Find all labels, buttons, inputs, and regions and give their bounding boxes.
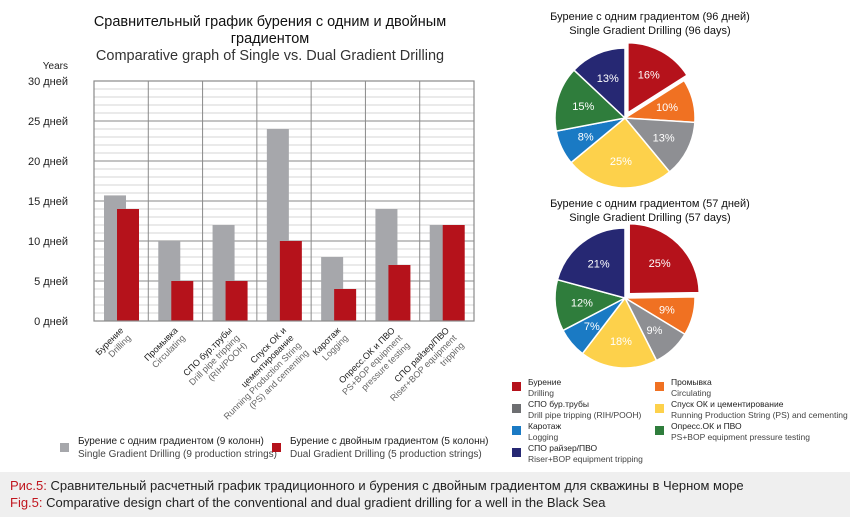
bar-dual-gradient	[279, 241, 302, 321]
caption-ru-label: Рис.5:	[10, 478, 47, 493]
pie-slice-label: 13%	[597, 73, 619, 85]
pie-slice-label: 25%	[649, 258, 671, 270]
bar-dual-gradient	[171, 281, 194, 321]
pie-legend-swatch	[512, 448, 521, 457]
bar-dual-gradient	[117, 209, 139, 321]
caption-ru: Рис.5: Сравнительный расчетный график тр…	[10, 478, 744, 493]
pie-legend-swatch	[512, 404, 521, 413]
legend-swatch-single	[60, 443, 69, 452]
y-tick-label: 25 дней	[28, 116, 68, 128]
pie-legend-ru: Промывка	[671, 377, 712, 387]
bar-chart: 0 дней 5 дней 10 дней 15 дней 20 дней 25 дней…	[28, 61, 475, 422]
pie-slice-label: 13%	[653, 133, 675, 145]
pie1-title-block: Бурение с одним градиентом (96 дней) Sin…	[500, 10, 800, 38]
y-tick-label: 20 дней	[28, 156, 68, 168]
pie-legend-swatch	[655, 426, 664, 435]
y-tick-label: 10 дней	[28, 236, 68, 248]
y-axis-label: Years	[43, 61, 68, 72]
pie1-subtitle: Single Gradient Drilling (96 days)	[569, 25, 731, 37]
pie-legend-en: Drilling	[528, 387, 554, 398]
pie-slice-label: 9%	[647, 325, 663, 337]
pie-slice-label: 8%	[578, 131, 594, 143]
pie-legend-swatch	[512, 426, 521, 435]
bar-dual-gradient	[388, 265, 411, 321]
caption-en-text: Comparative design chart of the conventi…	[42, 495, 606, 510]
pie-slice-label: 21%	[588, 259, 610, 271]
pie-slice-running-ps	[581, 296, 658, 369]
pie-chart-96-days: 16% 10% 13% 25% 8% 15% 13%	[554, 41, 696, 189]
pie2-title-block: Бурение с одним градиентом (57 дней) Sin…	[500, 197, 800, 225]
pie-slice-drilling	[628, 222, 700, 295]
chart-title: Сравнительный график бурения с одним и д…	[93, 14, 447, 47]
legend-label-single-en: Single Gradient Drilling (9 production s…	[78, 448, 277, 460]
pie-legend-en: Drill pipe tripping (RIH/POOH)	[528, 409, 642, 420]
bar-dual-gradient	[225, 281, 248, 321]
pie-slice-drilling	[627, 41, 689, 115]
pie2-title: Бурение с одним градиентом (57 дней)	[550, 198, 750, 210]
y-tick-label: 30 дней	[28, 76, 68, 88]
pie-slice-label: 16%	[638, 70, 660, 82]
figure-caption: Рис.5: Сравнительный расчетный график тр…	[0, 472, 850, 517]
pie-slice-pressure-testing	[554, 69, 627, 132]
caption-ru-text: Сравнительный расчетный график традицион…	[46, 478, 744, 493]
y-tick-label: 15 дней	[28, 196, 68, 208]
pie-legend-ru: Опресс.ОК и ПВО	[671, 421, 742, 431]
pie-legend-swatch	[512, 382, 521, 391]
pie-legend-en: Running Production String (PS) and cemen…	[671, 409, 848, 420]
legend-swatch-dual	[272, 443, 281, 452]
pie-legend-en: PS+BOP equipment pressure testing	[671, 431, 810, 442]
legend-label-single-ru: Бурение с одним градиентом (9 колонн)	[78, 436, 264, 447]
chart-subtitle: Comparative graph of Single vs. Dual Gra…	[95, 48, 445, 64]
pie2-subtitle: Single Gradient Drilling (57 days)	[569, 212, 731, 224]
pie-slice-running-ps	[570, 116, 671, 189]
pie-legend-ru: СПО бур.трубы	[528, 399, 589, 409]
pie-chart-57-days: 25% 9% 9% 18% 7% 12% 21%	[554, 222, 700, 369]
pie-legend-ru: Спуск ОК и цементирование	[671, 399, 784, 409]
y-tick-label: 0 дней	[34, 316, 68, 328]
caption-en: Fig.5: Comparative design chart of the c…	[10, 495, 605, 510]
pie-legend-swatch	[655, 382, 664, 391]
pie-slice-label: 10%	[656, 102, 678, 114]
y-tick-label: 5 дней	[34, 276, 68, 288]
pie-slice-drill-pipe	[623, 117, 696, 173]
pie-legend-ru: Бурение	[528, 377, 562, 387]
pie-slice-label: 25%	[610, 156, 632, 168]
pie1-title: Бурение с одним градиентом (96 дней)	[550, 11, 750, 23]
bar-dual-gradient	[334, 289, 357, 321]
pie-slice-riser	[556, 227, 626, 299]
pie-slice-label: 9%	[659, 304, 675, 316]
pie-slice-label: 18%	[610, 336, 632, 348]
legend-label-dual-en: Dual Gradient Drilling (5 production str…	[290, 448, 482, 460]
pie-legend-ru: Каротаж	[528, 421, 562, 431]
pie-slice-label: 15%	[572, 101, 594, 113]
pie-legend-en: Logging	[528, 431, 559, 442]
bar-dual-gradient	[442, 225, 465, 321]
pie-slice-riser	[572, 47, 626, 120]
pie-legend-swatch	[655, 404, 664, 413]
plot-frame	[93, 80, 475, 322]
legend-label-dual-ru: Бурение с двойным градиентом (5 колонн)	[290, 436, 489, 447]
pie-legend-ru: СПО райзер/ПВО	[528, 443, 598, 453]
pie-slice-label: 12%	[571, 298, 593, 310]
pie-legend-en: Riser+BOP equipment tripping	[528, 453, 643, 464]
pie-legend-en: Circulating	[671, 387, 712, 398]
pie-slice-label: 7%	[584, 321, 600, 333]
caption-en-label: Fig.5:	[10, 495, 43, 510]
